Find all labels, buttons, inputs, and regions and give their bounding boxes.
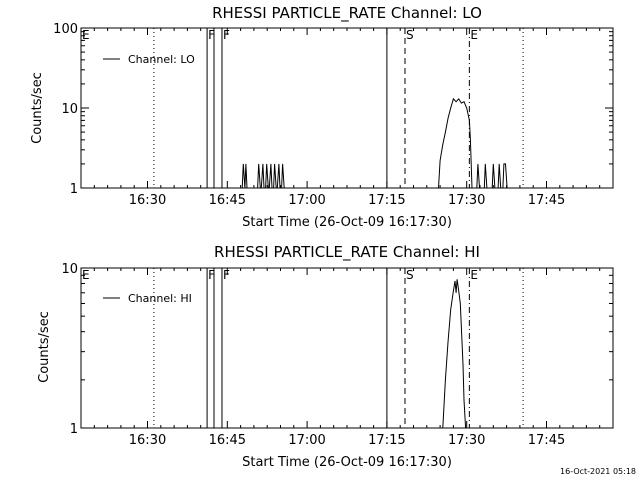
- panel-lo-event-marker-label: F: [223, 28, 230, 42]
- panel-lo-event-marker-label: E: [470, 28, 478, 42]
- panel-hi: RHESSI PARTICLE_RATE Channel: HI Start T…: [37, 243, 614, 470]
- panel-lo-y-tick-label: 10: [61, 102, 78, 117]
- panel-hi-x-tick-label: 17:30: [448, 433, 485, 448]
- panel-hi-event-marker-label: F: [208, 268, 215, 282]
- panel-hi-event-marker-label: S: [406, 268, 414, 282]
- panel-lo-xlabel: Start Time (26-Oct-09 16:17:30): [242, 215, 452, 230]
- panel-hi-legend-label: Channel: HI: [128, 292, 192, 305]
- panel-hi-x-tick-label: 16:30: [129, 433, 166, 448]
- panel-hi-ylabel: Counts/sec: [37, 311, 52, 383]
- panel-lo-series-line: [241, 97, 508, 189]
- panel-hi-title: RHESSI PARTICLE_RATE Channel: HI: [214, 243, 480, 262]
- panel-hi-event-marker-label: E: [470, 268, 478, 282]
- panel-hi-xlabel: Start Time (26-Oct-09 16:17:30): [242, 455, 452, 470]
- panel-lo-x-tick-label: 16:45: [209, 193, 246, 208]
- panel-lo: RHESSI PARTICLE_RATE Channel: LO Start T…: [30, 4, 614, 230]
- panel-hi-y-tick-label: 10: [61, 262, 78, 277]
- panel-lo-x-tick-label: 17:15: [368, 193, 405, 208]
- panel-hi-event-marker-label: F: [223, 268, 230, 282]
- panel-hi-event-marker-label: E: [82, 268, 90, 282]
- plot-timestamp: 16-Oct-2021 05:18: [560, 467, 636, 476]
- panel-lo-x-tick-label: 17:45: [528, 193, 565, 208]
- panel-hi-x-tick-label: 17:45: [528, 433, 565, 448]
- panel-hi-plot-area: 16:30 16:45 17:00 17:15 17:30 17:45 1 10 E F F S E Ch…: [61, 262, 614, 448]
- panel-lo-legend-label: Channel: LO: [128, 53, 195, 66]
- panel-lo-x-tick-label: 16:30: [129, 193, 166, 208]
- panel-hi-x-tick-label: 16:45: [209, 433, 246, 448]
- panel-hi-x-tick-label: 17:00: [288, 433, 325, 448]
- panel-lo-x-tick-label: 17:00: [288, 193, 325, 208]
- panel-lo-event-marker-label: F: [208, 28, 215, 42]
- panel-lo-plot-area: 16:30 16:45 17:00 17:15 17:30 17:45 1 10 100 E F F S…: [53, 22, 614, 208]
- panel-hi-y-tick-label: 1: [70, 422, 78, 437]
- panel-lo-y-tick-label: 100: [53, 22, 78, 37]
- panel-lo-title: RHESSI PARTICLE_RATE Channel: LO: [212, 4, 482, 23]
- panel-hi-series-line: [442, 279, 467, 429]
- panel-hi-x-tick-label: 17:15: [368, 433, 405, 448]
- panel-lo-x-tick-label: 17:30: [448, 193, 485, 208]
- panel-lo-event-marker-label: E: [82, 28, 90, 42]
- panel-lo-event-marker-label: S: [406, 28, 414, 42]
- panel-lo-y-tick-label: 1: [70, 182, 78, 197]
- panel-lo-ylabel: Counts/sec: [30, 72, 45, 144]
